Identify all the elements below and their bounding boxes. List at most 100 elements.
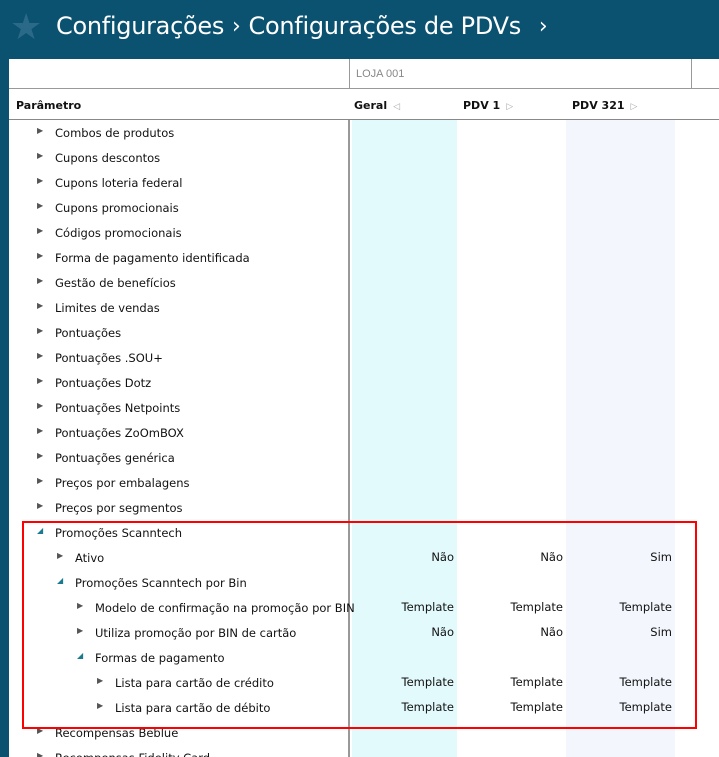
expand-icon[interactable]: ▶ xyxy=(37,201,44,210)
row-label: Gestão de benefícios xyxy=(55,276,176,290)
tree-row[interactable]: ◢ Formas de pagamento xyxy=(9,645,719,670)
expand-icon[interactable]: ▶ xyxy=(37,426,44,435)
row-label: Pontuações Netpoints xyxy=(55,401,181,415)
expand-icon[interactable]: ▶ xyxy=(37,451,44,460)
cell-value[interactable]: Template xyxy=(619,700,672,714)
cell-value[interactable]: Template xyxy=(619,600,672,614)
tree-row[interactable]: ▶ Lista para cartão de crédito Template Tem… xyxy=(9,670,719,695)
expand-icon[interactable]: ▶ xyxy=(37,226,44,235)
pdv321-column-bg xyxy=(566,120,675,757)
expand-icon[interactable]: ▶ xyxy=(37,501,44,510)
row-label: Utiliza promoção por BIN de cartão xyxy=(95,626,297,640)
chevron-right-icon[interactable]: ▷ xyxy=(630,102,638,112)
row-label: Pontuações ZoOmBOX xyxy=(55,426,184,440)
row-label: Promoções Scanntech por Bin xyxy=(75,576,247,590)
expand-icon[interactable]: ▶ xyxy=(37,251,44,260)
pdv1-column-header[interactable]: PDV 1 ▷ xyxy=(463,99,513,112)
cell-value[interactable]: Template xyxy=(401,600,454,614)
tree-row[interactable]: ▶ Utiliza promoção por BIN de cartão Não Nã… xyxy=(9,620,719,645)
tree-row[interactable]: ▶ Pontuações Netpoints xyxy=(9,395,719,420)
collapse-icon[interactable]: ◢ xyxy=(37,526,44,535)
expand-icon[interactable]: ▶ xyxy=(37,326,44,335)
expand-icon[interactable]: ▶ xyxy=(37,301,44,310)
collapse-icon[interactable]: ◢ xyxy=(57,576,64,585)
geral-label: Geral xyxy=(354,99,388,112)
row-label: Cupons promocionais xyxy=(55,201,179,215)
cell-value[interactable]: Template xyxy=(510,600,563,614)
tree-row[interactable]: ▶ Pontuações genérica xyxy=(9,445,719,470)
tree-row[interactable]: ▶ Cupons promocionais xyxy=(9,195,719,220)
chevron-left-icon[interactable]: ◁ xyxy=(393,102,401,112)
cell-value[interactable]: Não xyxy=(431,550,454,564)
tree-row[interactable]: ▶ Recompensas Beblue xyxy=(9,720,719,745)
tree-row[interactable]: ◢ Promoções Scanntech por Bin xyxy=(9,570,719,595)
cell-value[interactable]: Sim xyxy=(650,550,672,564)
row-label: Cupons descontos xyxy=(55,151,161,165)
expand-icon[interactable]: ▶ xyxy=(37,151,44,160)
expand-icon[interactable]: ▶ xyxy=(37,126,44,135)
pdv1-label: PDV 1 xyxy=(463,99,501,112)
expand-icon[interactable]: ▶ xyxy=(37,351,44,360)
cell-value[interactable]: Template xyxy=(401,700,454,714)
pdv321-column-header[interactable]: PDV 321 ▷ xyxy=(572,99,637,112)
expand-icon[interactable]: ▶ xyxy=(37,751,44,757)
tree-row[interactable]: ▶ Gestão de benefícios xyxy=(9,270,719,295)
row-label: Lista para cartão de crédito xyxy=(115,676,274,690)
star-icon[interactable]: ★ xyxy=(10,7,43,48)
cell-value[interactable]: Não xyxy=(540,550,563,564)
cell-value[interactable]: Sim xyxy=(650,625,672,639)
breadcrumb-item[interactable]: Configurações de PDVs xyxy=(248,12,522,40)
expand-icon[interactable]: ▶ xyxy=(37,476,44,485)
expand-icon[interactable]: ▶ xyxy=(97,676,104,685)
cell-value[interactable]: Não xyxy=(431,625,454,639)
cell-value[interactable]: Não xyxy=(540,625,563,639)
tree-row[interactable]: ◢ Promoções Scanntech xyxy=(9,520,719,545)
expand-icon[interactable]: ▶ xyxy=(77,601,84,610)
expand-icon[interactable]: ▶ xyxy=(57,551,64,560)
row-label: Limites de vendas xyxy=(55,301,160,315)
highlight-box xyxy=(22,521,697,729)
expand-icon[interactable]: ▶ xyxy=(37,401,44,410)
tree-row[interactable]: ▶ Lista para cartão de débito Template Temp… xyxy=(9,695,719,720)
tree-row[interactable]: ▶ Cupons descontos xyxy=(9,145,719,170)
chevron-right-icon[interactable]: › xyxy=(538,13,548,39)
tree-row[interactable]: ▶ Modelo de confirmação na promoção por B… xyxy=(9,595,719,620)
row-label: Códigos promocionais xyxy=(55,226,182,240)
row-label: Pontuações Dotz xyxy=(55,376,152,390)
tree-row[interactable]: ▶ Preços por segmentos xyxy=(9,495,719,520)
tree-row[interactable]: ▶ Pontuações ZoOmBOX xyxy=(9,420,719,445)
breadcrumb-item[interactable]: Configurações xyxy=(56,12,225,40)
tree-row[interactable]: ▶ Ativo Não Não Sim xyxy=(9,545,719,570)
tree-row[interactable]: ▶ Pontuações Dotz xyxy=(9,370,719,395)
tree-row[interactable]: ▶ Limites de vendas xyxy=(9,295,719,320)
collapse-icon[interactable]: ◢ xyxy=(77,651,84,660)
row-label: Cupons loteria federal xyxy=(55,176,183,190)
expand-icon[interactable]: ▶ xyxy=(37,276,44,285)
cell-value[interactable]: Template xyxy=(510,700,563,714)
param-column-header: Parâmetro xyxy=(16,99,82,112)
expand-icon[interactable]: ▶ xyxy=(97,701,104,710)
column-divider[interactable] xyxy=(348,120,350,757)
breadcrumb: Configurações › Configurações de PDVs › xyxy=(56,12,549,40)
cell-value[interactable]: Template xyxy=(510,675,563,689)
expand-icon[interactable]: ▶ xyxy=(37,176,44,185)
cell-value[interactable]: Template xyxy=(619,675,672,689)
expand-icon[interactable]: ▶ xyxy=(77,626,84,635)
config-grid: LOJA 001 Parâmetro Geral ◁ PDV 1 ▷ PDV 321… xyxy=(9,59,719,757)
geral-column-header[interactable]: Geral ◁ xyxy=(354,99,400,112)
tree-row[interactable]: ▶ Recompensas Fidelity Card xyxy=(9,745,719,757)
cell-value[interactable]: Template xyxy=(401,675,454,689)
tree-row[interactable]: ▶ Códigos promocionais xyxy=(9,220,719,245)
row-label: Pontuações xyxy=(55,326,122,340)
tree-row[interactable]: ▶ Preços por embalagens xyxy=(9,470,719,495)
tree-row[interactable]: ▶ Pontuações xyxy=(9,320,719,345)
tree-row[interactable]: ▶ Cupons loteria federal xyxy=(9,170,719,195)
chevron-right-icon[interactable]: ▷ xyxy=(506,102,514,112)
tree-row[interactable]: ▶ Forma de pagamento identificada xyxy=(9,245,719,270)
tree-row[interactable]: ▶ Combos de produtos xyxy=(9,120,719,145)
store-name: LOJA 001 xyxy=(349,59,692,89)
row-label: Forma de pagamento identificada xyxy=(55,251,250,265)
expand-icon[interactable]: ▶ xyxy=(37,376,44,385)
tree-row[interactable]: ▶ Pontuações .SOU+ xyxy=(9,345,719,370)
expand-icon[interactable]: ▶ xyxy=(37,726,44,735)
